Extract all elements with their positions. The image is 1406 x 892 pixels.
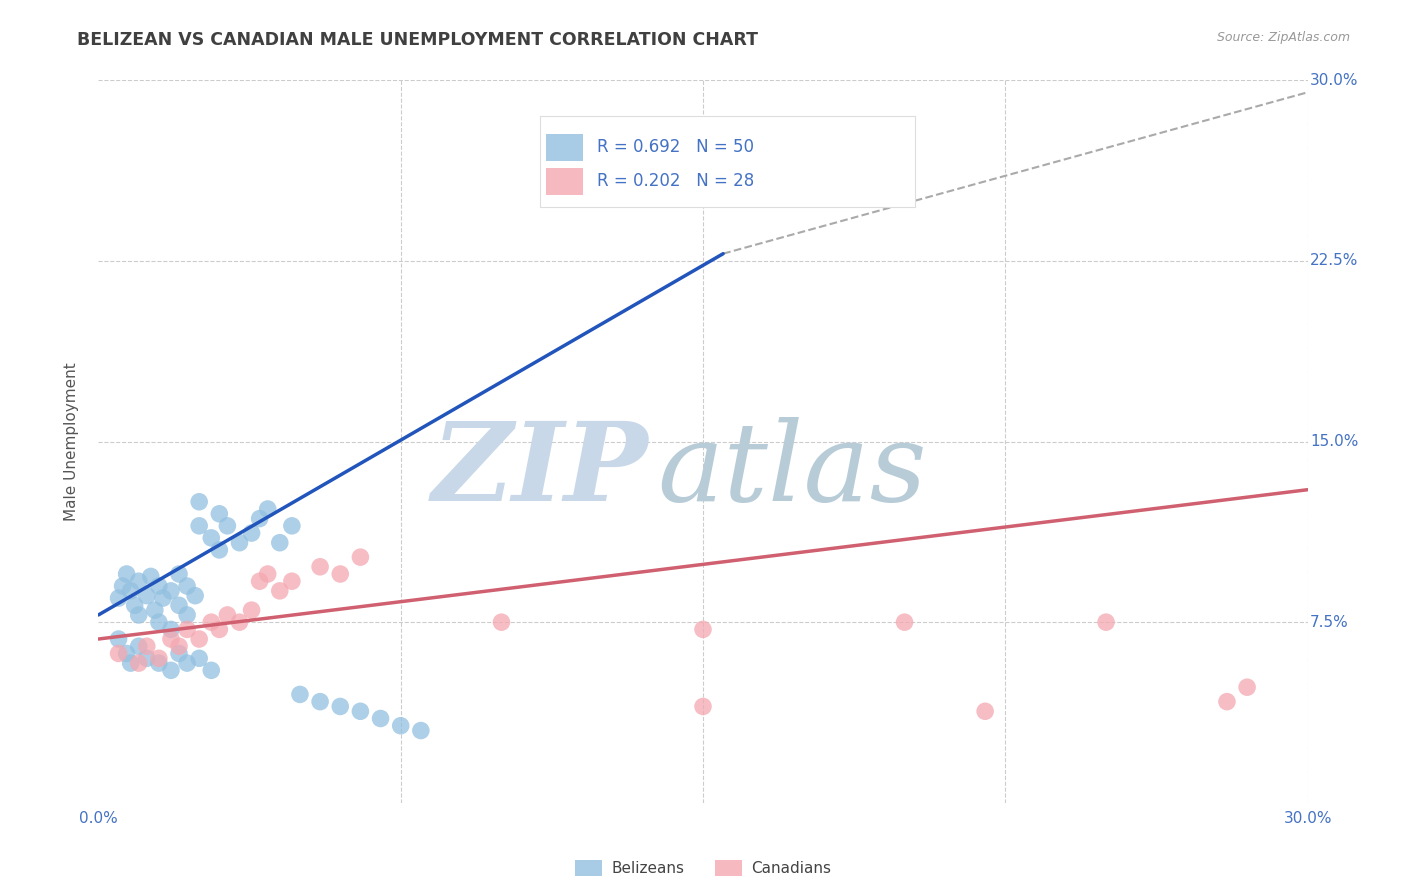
Point — [256, 502, 278, 516]
Point — [115, 647, 138, 661]
Point — [974, 704, 997, 718]
Point — [148, 656, 170, 670]
Text: 30.0%: 30.0% — [1310, 73, 1358, 87]
Point — [349, 550, 371, 565]
Point — [692, 699, 714, 714]
Point — [208, 542, 231, 557]
Point — [240, 526, 263, 541]
Text: BELIZEAN VS CANADIAN MALE UNEMPLOYMENT CORRELATION CHART: BELIZEAN VS CANADIAN MALE UNEMPLOYMENT C… — [77, 31, 758, 49]
Text: Source: ZipAtlas.com: Source: ZipAtlas.com — [1216, 31, 1350, 45]
Point — [148, 651, 170, 665]
Text: R = 0.692   N = 50: R = 0.692 N = 50 — [598, 138, 754, 156]
Point — [128, 574, 150, 589]
Point — [256, 567, 278, 582]
Point — [249, 574, 271, 589]
Point — [176, 656, 198, 670]
Point — [176, 579, 198, 593]
Point — [309, 695, 332, 709]
Point — [208, 507, 231, 521]
Point — [491, 615, 513, 630]
Y-axis label: Male Unemployment: Male Unemployment — [65, 362, 79, 521]
Point — [188, 632, 211, 646]
Point — [370, 712, 392, 726]
Point — [176, 607, 198, 622]
Point — [281, 518, 304, 533]
Point — [148, 579, 170, 593]
Point — [409, 723, 432, 738]
Point — [111, 579, 134, 593]
Text: 15.0%: 15.0% — [1310, 434, 1358, 449]
Point — [120, 656, 142, 670]
Point — [128, 656, 150, 670]
Point — [143, 603, 166, 617]
Point — [200, 531, 222, 545]
Point — [240, 603, 263, 617]
Point — [389, 719, 412, 733]
Point — [107, 632, 129, 646]
Point — [167, 647, 190, 661]
Point — [349, 704, 371, 718]
Point — [200, 664, 222, 678]
Point — [135, 639, 157, 653]
Point — [228, 615, 250, 630]
Bar — [546, 134, 582, 161]
Text: atlas: atlas — [657, 417, 927, 524]
Point — [167, 639, 190, 653]
Text: 7.5%: 7.5% — [1310, 615, 1348, 630]
Point — [893, 615, 915, 630]
Point — [176, 623, 198, 637]
Point — [107, 591, 129, 605]
Point — [329, 567, 352, 582]
Point — [217, 518, 239, 533]
Point — [120, 583, 142, 598]
FancyBboxPatch shape — [540, 117, 915, 207]
Point — [1236, 680, 1258, 694]
Point — [115, 567, 138, 582]
Text: 22.5%: 22.5% — [1310, 253, 1358, 268]
Text: ZIP: ZIP — [432, 417, 648, 524]
Point — [107, 647, 129, 661]
Point — [188, 651, 211, 665]
Point — [269, 583, 291, 598]
Point — [167, 599, 190, 613]
Point — [124, 599, 146, 613]
Point — [148, 615, 170, 630]
Point — [152, 591, 174, 605]
Point — [309, 559, 332, 574]
Point — [208, 623, 231, 637]
Point — [188, 518, 211, 533]
Text: R = 0.202   N = 28: R = 0.202 N = 28 — [598, 172, 755, 190]
Point — [249, 511, 271, 525]
Point — [200, 615, 222, 630]
Point — [288, 687, 311, 701]
Point — [281, 574, 304, 589]
Point — [139, 569, 162, 583]
Point — [167, 567, 190, 582]
Point — [135, 589, 157, 603]
Point — [160, 664, 183, 678]
Point — [1216, 695, 1239, 709]
Point — [1095, 615, 1118, 630]
Point — [188, 494, 211, 508]
Point — [269, 535, 291, 549]
Point — [160, 623, 183, 637]
Point — [160, 632, 183, 646]
Point — [692, 623, 714, 637]
Point — [228, 535, 250, 549]
Point — [160, 583, 183, 598]
Point — [217, 607, 239, 622]
Point — [329, 699, 352, 714]
Legend: Belizeans, Canadians: Belizeans, Canadians — [568, 854, 838, 882]
Point — [184, 589, 207, 603]
Point — [128, 639, 150, 653]
Point — [128, 607, 150, 622]
Bar — [546, 168, 582, 195]
Point — [135, 651, 157, 665]
